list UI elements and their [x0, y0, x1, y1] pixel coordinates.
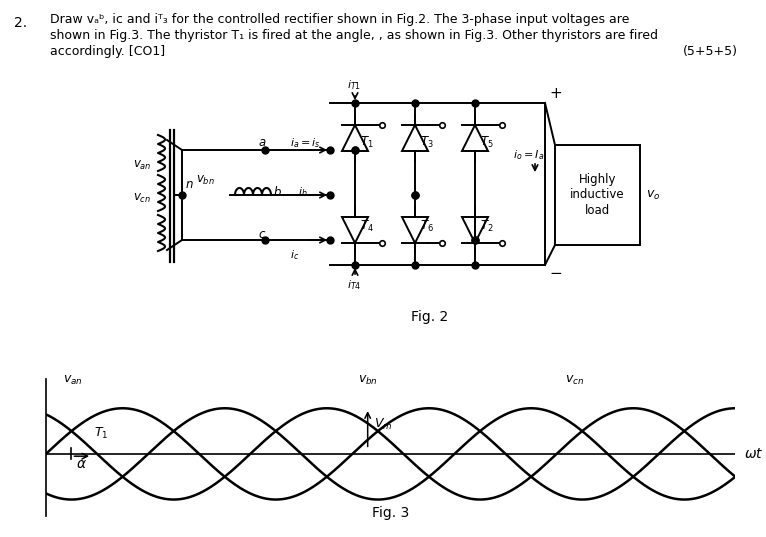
Text: $\alpha$: $\alpha$ — [77, 456, 87, 470]
Text: Draw vₐᵇ, iᴄ and iᵀ₃ for the controlled rectifier shown in Fig.2. The 3-phase in: Draw vₐᵇ, iᴄ and iᵀ₃ for the controlled … — [50, 13, 630, 26]
Text: shown in Fig.3. The thyristor T₁ is fired at the angle, , as shown in Fig.3. Oth: shown in Fig.3. The thyristor T₁ is fire… — [50, 29, 658, 42]
Text: $T_6$: $T_6$ — [420, 219, 434, 234]
Text: (5+5+5): (5+5+5) — [683, 45, 738, 58]
Text: $c$: $c$ — [258, 229, 267, 242]
Text: $T_3$: $T_3$ — [420, 134, 434, 149]
Text: $v_{an}$: $v_{an}$ — [63, 374, 83, 387]
Text: $v_{an}$: $v_{an}$ — [133, 158, 152, 171]
Text: $v_{cn}$: $v_{cn}$ — [133, 192, 151, 205]
Text: $n$: $n$ — [185, 178, 194, 192]
Text: $i_c$: $i_c$ — [290, 248, 300, 262]
Text: $T_5$: $T_5$ — [480, 134, 493, 149]
Text: $v_{cn}$: $v_{cn}$ — [565, 374, 584, 387]
Text: $i_a = i_s$: $i_a = i_s$ — [290, 136, 321, 150]
Text: −: − — [549, 265, 561, 280]
Text: $i_o = I_a$: $i_o = I_a$ — [513, 148, 545, 162]
Text: $b$: $b$ — [273, 185, 282, 199]
Text: $v_o$: $v_o$ — [646, 188, 660, 201]
Text: Fig. 2: Fig. 2 — [411, 310, 449, 324]
Text: $\omega t$: $\omega t$ — [744, 447, 764, 461]
Text: $i_{T4}$: $i_{T4}$ — [347, 278, 362, 292]
Text: $T_1$: $T_1$ — [360, 134, 374, 149]
Text: Highly
inductive
load: Highly inductive load — [570, 173, 625, 216]
Text: Fig. 3: Fig. 3 — [372, 506, 409, 520]
Text: +: + — [549, 85, 561, 100]
Text: $T_1$: $T_1$ — [94, 425, 109, 441]
Text: $a$: $a$ — [258, 136, 267, 149]
Text: $V_m$: $V_m$ — [374, 417, 392, 432]
Text: $v_{bn}$: $v_{bn}$ — [358, 374, 378, 387]
Text: accordingly. [CO1]: accordingly. [CO1] — [50, 45, 165, 58]
Bar — [555, 145, 640, 245]
Text: $T_4$: $T_4$ — [360, 219, 374, 234]
Text: 2.: 2. — [14, 16, 27, 30]
Text: $i_{T1}$: $i_{T1}$ — [347, 78, 361, 92]
Text: $i_b$: $i_b$ — [298, 185, 308, 199]
Text: $v_{bn}$: $v_{bn}$ — [196, 173, 214, 186]
Text: $T_2$: $T_2$ — [480, 219, 493, 234]
